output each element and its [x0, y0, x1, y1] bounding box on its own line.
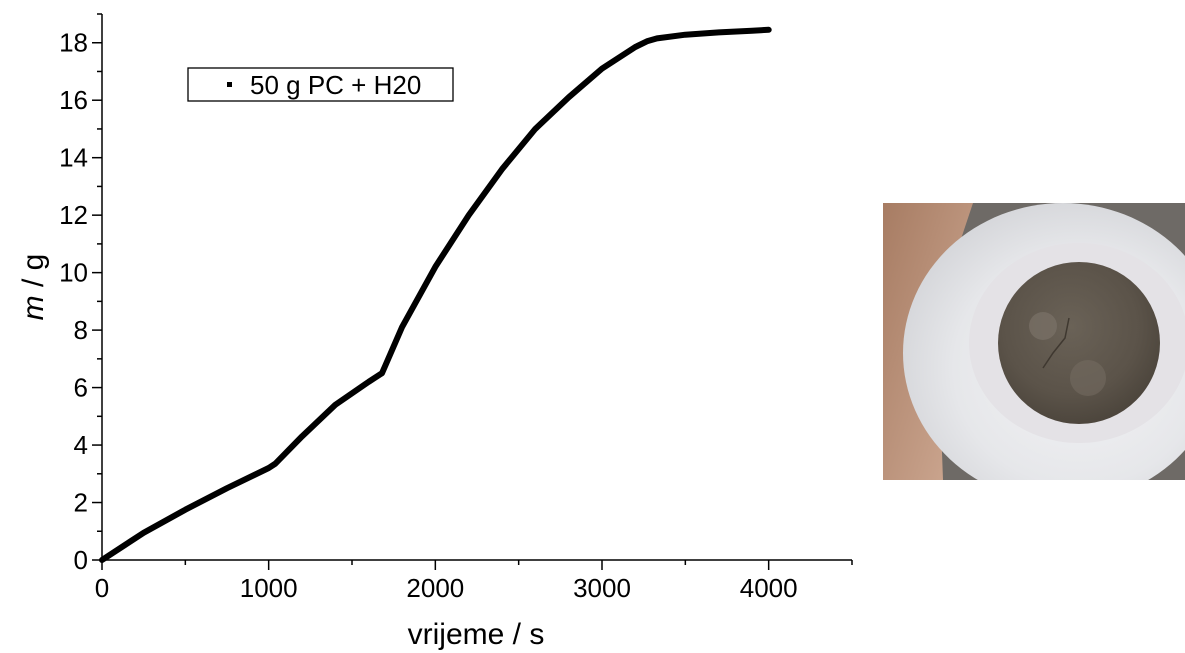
y-tick-label: 16: [59, 85, 88, 115]
y-tick-label: 2: [74, 488, 88, 518]
plot-frame: [101, 14, 852, 561]
legend: 50 g PC + H20: [187, 67, 454, 102]
sample-lump: [1070, 360, 1106, 396]
x-tick-label: 1000: [240, 573, 298, 603]
y-tick-label: 12: [59, 200, 88, 230]
sample-highlight: [1029, 312, 1057, 340]
y-tick-label: 10: [59, 258, 88, 288]
x-axis-title: vrijeme / s: [408, 618, 545, 651]
x-tick-label: 3000: [573, 573, 631, 603]
sample-disc: [998, 262, 1160, 424]
chart: 0 1000 2000 3000 4000 0 2 4 6 8 10 12 14 16 18 50 g P…: [17, 13, 853, 651]
series-layer: [99, 26, 772, 563]
legend-marker: [227, 82, 232, 87]
legend-label: 50 g PC + H20: [250, 70, 421, 100]
sample-crack: [1042, 317, 1070, 369]
y-tick-label: 8: [74, 315, 88, 345]
y-tick-label: 14: [59, 143, 88, 173]
x-tick-label: 4000: [740, 573, 798, 603]
y-tick-label: 18: [59, 28, 88, 58]
y-tick-label: 0: [74, 545, 88, 575]
x-axis-ticks: 0 1000 2000 3000 4000: [95, 560, 853, 603]
y-axis-title: m / g: [17, 254, 50, 321]
y-tick-label: 4: [74, 430, 88, 460]
y-axis-ticks: 0 2 4 6 8 10 12 14 16 18: [59, 13, 102, 575]
y-axis-title-symbol: m: [17, 295, 50, 320]
series-line: [99, 26, 772, 563]
y-axis-title-unit: / g: [17, 254, 50, 296]
y-tick-label: 6: [74, 373, 88, 403]
x-tick-label: 0: [95, 573, 109, 603]
sample-dish-photo: [883, 203, 1185, 480]
x-tick-label: 2000: [406, 573, 464, 603]
legend-box: [187, 67, 454, 102]
